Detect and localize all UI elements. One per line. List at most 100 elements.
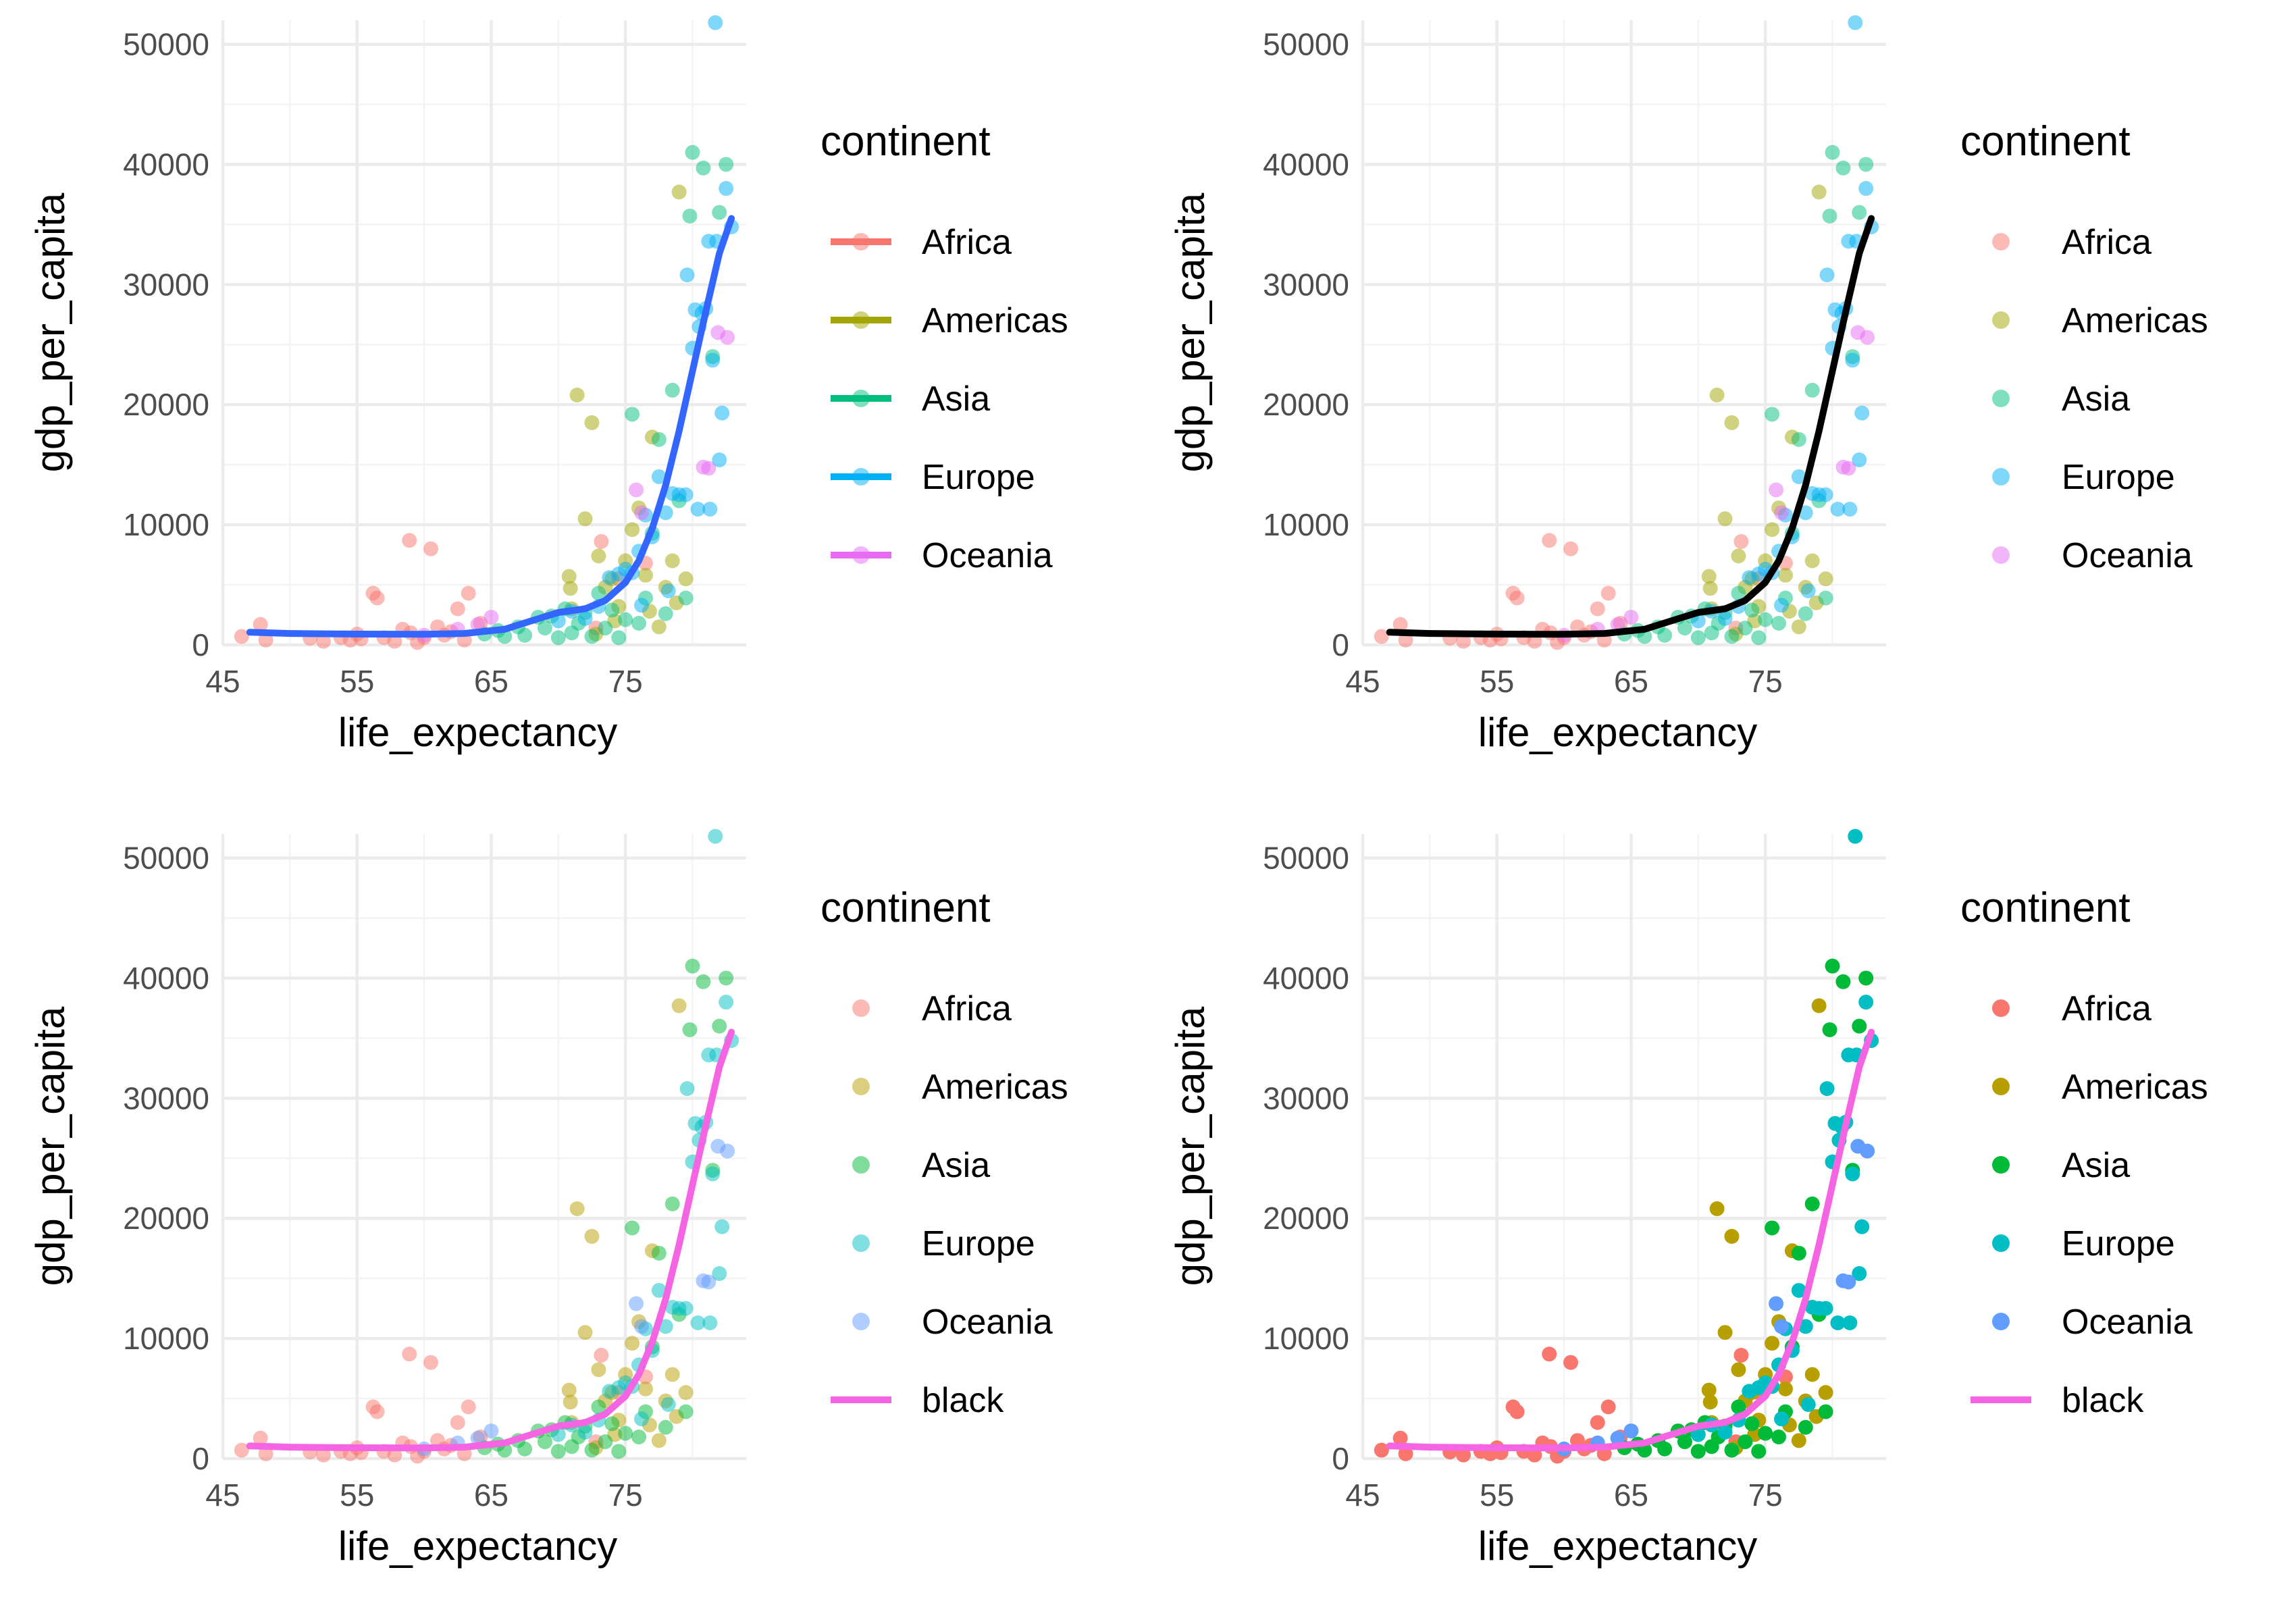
point-americas — [1703, 581, 1718, 596]
legend-title: continent — [820, 885, 991, 931]
point-americas — [625, 1336, 640, 1351]
panel-bottom-right: 0100002000030000400005000045 55 65 75life_e… — [1168, 829, 2208, 1569]
x-tick-label: 65 — [474, 1477, 508, 1513]
point-asia — [551, 630, 566, 645]
point-americas — [1710, 388, 1725, 402]
legend-title: continent — [1960, 885, 2131, 931]
point-oceania — [1774, 1319, 1789, 1334]
y-axis-title: gdp_per_capita — [28, 192, 73, 472]
legend-key-point — [852, 311, 870, 329]
point-americas — [584, 1229, 599, 1244]
panel-top-left: 0100002000030000400005000045 55 65 75life_e… — [28, 16, 1068, 755]
panel-bottom-left: 0 10000 20000 30000 40000 50000 45 55 65 75 life_e… — [28, 829, 1068, 1569]
point-asia — [604, 602, 619, 617]
legend-key-point — [1992, 1313, 2010, 1330]
point-africa — [461, 1400, 476, 1415]
point-americas — [570, 1201, 585, 1216]
y-tick-label: 30000 — [1263, 267, 1349, 302]
point-americas — [1778, 568, 1793, 583]
x-tick-label: 65 — [1614, 664, 1648, 699]
point-asia — [1825, 959, 1840, 974]
y-tick-label: 0 — [192, 627, 209, 662]
point-asia — [618, 612, 633, 627]
legend-key-point — [852, 1234, 870, 1252]
point-oceania — [710, 1139, 725, 1154]
x-axis-title: life_expectancy — [338, 710, 618, 755]
point-africa — [1510, 591, 1525, 606]
point-africa — [1510, 1405, 1525, 1419]
legend: continent Africa Americas Asia Europe Oceania… — [1960, 885, 2208, 1420]
point-oceania — [1850, 325, 1865, 340]
point-asia — [1744, 602, 1759, 617]
legend-key-point — [852, 999, 870, 1017]
x-tick-label: 55 — [1480, 664, 1514, 699]
point-asia — [685, 959, 700, 974]
point-europe — [634, 598, 649, 612]
point-europe — [1845, 352, 1860, 367]
point-americas — [625, 522, 640, 537]
point-asia — [1738, 1434, 1752, 1449]
y-tick-label: 20000 — [1263, 1201, 1349, 1236]
legend-key-point — [1992, 999, 2010, 1017]
legend-label-oceania: Oceania — [922, 1303, 1053, 1342]
point-asia — [625, 1220, 640, 1235]
y-tick-label: 30000 — [123, 1080, 209, 1116]
point-asia — [679, 1405, 694, 1419]
point-oceania — [710, 325, 725, 340]
point-americas — [652, 1433, 667, 1448]
point-asia — [1691, 1444, 1706, 1459]
point-asia — [1823, 209, 1837, 224]
point-americas — [591, 548, 606, 563]
point-oceania — [701, 461, 716, 476]
legend-label-europe: Europe — [2062, 458, 2175, 497]
y-tick-label: 40000 — [1263, 960, 1349, 995]
point-asia — [1819, 591, 1833, 606]
point-oceania — [1841, 461, 1856, 476]
point-asia — [658, 1420, 673, 1435]
point-asia — [1798, 1420, 1813, 1435]
point-asia — [712, 205, 727, 220]
y-tick-label: 10000 — [1263, 1321, 1349, 1356]
x-axis-title: life_expectancy — [1478, 1523, 1758, 1569]
point-asia — [1765, 1220, 1779, 1235]
point-asia — [618, 1426, 633, 1441]
point-europe — [661, 1397, 676, 1412]
point-asia — [611, 630, 626, 645]
point-europe — [1848, 16, 1862, 30]
point-europe — [702, 502, 717, 517]
point-africa — [402, 1346, 417, 1361]
point-europe — [1820, 1081, 1835, 1096]
point-asia — [1758, 1426, 1773, 1441]
point-asia — [598, 621, 612, 635]
point-americas — [570, 388, 585, 402]
point-asia — [631, 1430, 646, 1444]
point-asia — [1819, 1405, 1833, 1419]
legend-label-africa: Africa — [922, 223, 1012, 262]
point-americas — [1792, 1433, 1806, 1448]
point-europe — [634, 1411, 649, 1426]
legend-key-point — [852, 233, 870, 251]
legend: continent Africa Americas Asia Europe Oceania — [820, 118, 1068, 575]
x-axis-title: life_expectancy — [338, 1523, 618, 1569]
point-americas — [1778, 1382, 1793, 1396]
point-europe — [1854, 1220, 1869, 1234]
legend-key-point — [852, 1313, 870, 1330]
point-asia — [712, 1019, 727, 1034]
point-asia — [1805, 1197, 1820, 1211]
point-oceania — [701, 1275, 716, 1290]
point-americas — [563, 1394, 578, 1409]
x-tick-label: 75 — [1748, 664, 1783, 699]
point-asia — [1792, 432, 1806, 447]
point-oceania — [1623, 610, 1638, 625]
x-tick-label: 55 — [340, 1477, 374, 1513]
legend-title: continent — [820, 118, 991, 165]
point-americas — [679, 1385, 694, 1400]
point-asia — [1771, 1430, 1786, 1444]
legend-title: continent — [1960, 118, 2131, 165]
point-oceania — [1841, 1275, 1856, 1290]
point-oceania — [1774, 505, 1789, 520]
point-africa — [461, 586, 476, 601]
point-europe — [679, 1301, 694, 1316]
